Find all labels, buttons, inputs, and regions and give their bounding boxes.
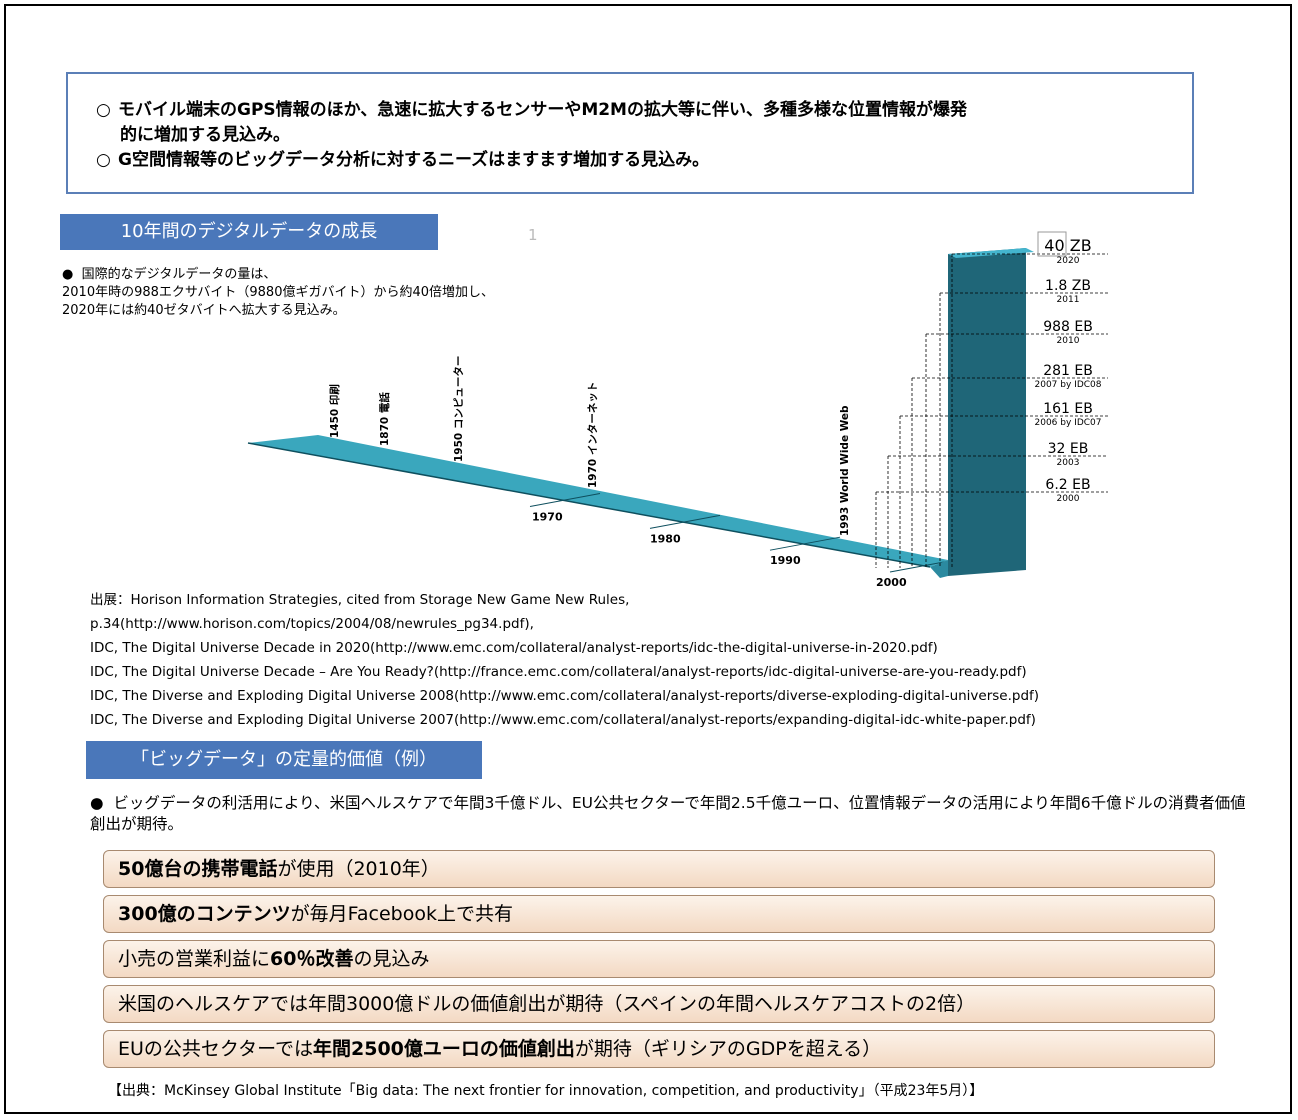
growth-year-label: 2000 xyxy=(1057,494,1080,504)
growth-value-label: 281 EB xyxy=(1043,363,1093,379)
growth-year-label: 2006 by IDC07 xyxy=(1035,418,1102,428)
summary-line-1-cont: 的に増加する見込み。 xyxy=(120,125,290,145)
growth-year-label: 2020 xyxy=(1057,256,1080,266)
timeline-tick-label: 1990 xyxy=(770,554,801,567)
milestone-label: 1450 印刷 xyxy=(328,384,341,438)
timeline-tick-label: 2000 xyxy=(876,576,907,589)
timeline-tick xyxy=(769,536,841,551)
growth-year-label: 2003 xyxy=(1057,458,1080,468)
bar-2020-base xyxy=(930,560,948,578)
digital-growth-text: ● 国際的なデジタルデータの量は、 2010年時の988エクサバイト（9880億… xyxy=(62,267,495,318)
fact-box-us-healthcare: 米国のヘルスケアでは年間3000億ドルの価値創出が期待（スペインの年間ヘルスケア… xyxy=(103,985,1215,1023)
bigdata-value-text: ● ビッグデータの利活用により、米国ヘルスケアで年間3千億ドル、EU公共セクター… xyxy=(90,794,1246,833)
section-header-bigdata-value: 「ビッグデータ」の定量的価値（例） xyxy=(86,741,482,779)
circle-bullet-icon: ○ xyxy=(96,100,111,120)
timeline-band xyxy=(248,435,948,567)
source-line: IDC, The Diverse and Exploding Digital U… xyxy=(90,688,1040,704)
sources-list: 出展：Horison Information Strategies, cited… xyxy=(90,588,1039,732)
summary-box: ○ モバイル端末のGPS情報のほか、急速に拡大するセンサーやM2Mの拡大等に伴い、… xyxy=(66,72,1194,194)
growth-value-label: 1.8 ZB xyxy=(1045,278,1091,294)
milestone-label: 1870 電話 xyxy=(378,392,391,446)
bar-2020-top xyxy=(948,248,1034,258)
growth-year-label: 2007 by IDC08 xyxy=(1035,380,1102,390)
fact-box-mobile-phones: 50億台の携帯電話が使用（2010年） xyxy=(103,850,1215,888)
timeline-tick-label: 1970 xyxy=(532,511,563,524)
fact-box-facebook: 300億のコンテンツが毎月Facebook上で共有 xyxy=(103,895,1215,933)
source-line: IDC, The Diverse and Exploding Digital U… xyxy=(90,712,1036,728)
value-highlight-box xyxy=(1037,231,1067,257)
fact-box-eu-public: EUの公共セクターでは年間2500億ユーロの価値創出が期待（ギリシアのGDPを超… xyxy=(103,1030,1215,1068)
source-line: 出展：Horison Information Strategies, cited… xyxy=(90,592,630,608)
section-header-digital-growth: 10年間のデジタルデータの成長 xyxy=(60,214,438,250)
growth-value-label: 988 EB xyxy=(1043,319,1093,335)
summary-line-2: ○ G空間情報等のビッグデータ分析に対するニーズはますます増加する見込み。 xyxy=(96,148,1176,173)
milestone-label: 1993 World Wide Web xyxy=(839,405,851,536)
milestone-label: 1970 インターネット xyxy=(587,382,599,488)
bullet-icon: ● xyxy=(90,794,104,812)
bullet-icon: ● xyxy=(62,267,74,282)
footer-source: 【出典：McKinsey Global Institute「Big data: … xyxy=(108,1083,984,1099)
growth-value-label: 161 EB xyxy=(1043,401,1093,417)
bar-2020-face xyxy=(948,248,1026,576)
circle-bullet-icon: ○ xyxy=(96,150,111,170)
timeline-tick-label: 1980 xyxy=(650,532,681,545)
source-line: p.34(http://www.horison.com/topics/2004/… xyxy=(90,616,534,632)
growth-year-label: 2010 xyxy=(1057,336,1080,346)
milestone-label: 1950 コンピューター xyxy=(453,356,465,462)
growth-value-label: 6.2 EB xyxy=(1045,477,1090,493)
fact-box-retail: 小売の営業利益に60％改善の見込み xyxy=(103,940,1215,978)
timeline-tick xyxy=(649,514,721,529)
page-frame xyxy=(4,4,1292,1114)
growth-value-label: 40 ZB xyxy=(1044,236,1091,255)
page-marker: 1 xyxy=(528,226,538,244)
summary-line-1: ○ モバイル端末のGPS情報のほか、急速に拡大するセンサーやM2Mの拡大等に伴い、… xyxy=(96,98,1176,123)
source-line: IDC, The Digital Universe Decade – Are Y… xyxy=(90,664,1027,680)
digital-data-growth-chart: 1970 1980 1990 2000 1450 印刷 1870 電話 1950 コンピュー… xyxy=(247,231,1108,589)
timeline-edge xyxy=(247,442,931,568)
growth-value-label: 32 EB xyxy=(1048,441,1089,457)
source-line: IDC, The Digital Universe Decade in 2020… xyxy=(90,640,938,656)
timeline-tick xyxy=(529,493,601,508)
growth-year-label: 2011 xyxy=(1057,295,1080,305)
